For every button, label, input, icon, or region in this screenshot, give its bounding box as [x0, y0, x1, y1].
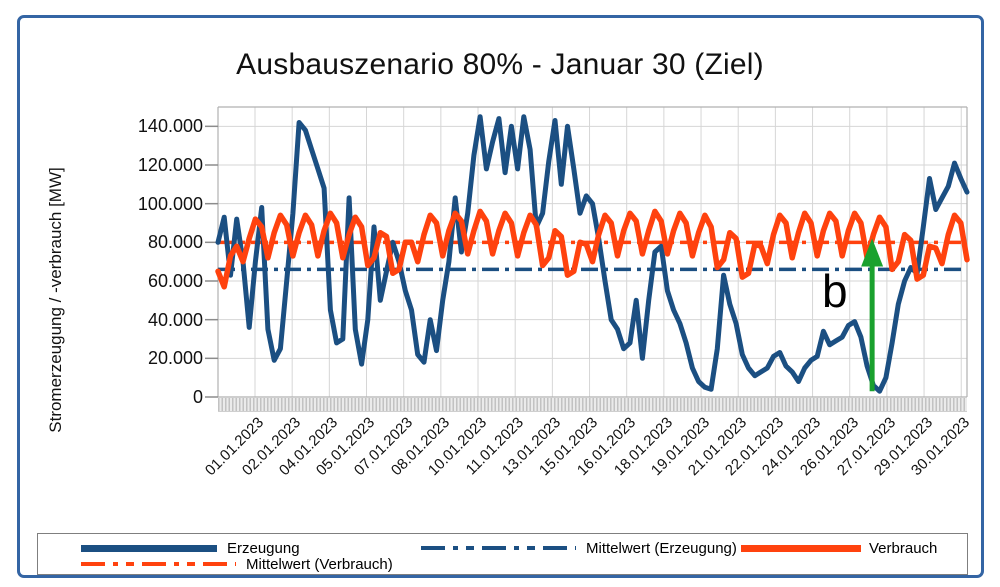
y-tick-label: 120.000: [137, 155, 203, 175]
legend-entry-verbrauch: Verbrauch: [741, 539, 938, 557]
legend-label-mittelwert-verbrauch: Mittelwert (Verbrauch): [246, 555, 393, 573]
legend-box: Erzeugung Mittelwert (Erzeugung) Verbrau…: [37, 533, 968, 575]
legend-entry-mittelwert-erzeugung: Mittelwert (Erzeugung): [421, 539, 737, 557]
chart-title: Ausbauszenario 80% - Januar 30 (Ziel): [236, 48, 764, 81]
annotation-arrow-head: [861, 238, 884, 267]
legend-label-mittelwert-erzeugung: Mittelwert (Erzeugung): [586, 539, 737, 557]
series-line-erzeugung: [215, 114, 970, 394]
legend-swatch-mittelwert-erzeugung: [421, 546, 576, 550]
legend-swatch-mittelwert-verbrauch: [81, 562, 236, 566]
y-tick-label: 0: [192, 387, 203, 407]
legend-label-verbrauch: Verbrauch: [869, 539, 938, 557]
legend-entry-mittelwert-verbrauch: Mittelwert (Verbrauch): [81, 555, 393, 573]
y-tick-label: 100.000: [137, 193, 203, 214]
y-tick-label: 40.000: [147, 309, 203, 330]
y-tick-label: 80.000: [147, 232, 203, 253]
y-tick-label: 60.000: [147, 271, 203, 291]
y-tick-label: 20.000: [147, 348, 203, 369]
annotation-b-label: b: [822, 265, 848, 317]
x-axis-tick-band: [218, 398, 967, 412]
legend-swatch-verbrauch: [741, 544, 861, 552]
legend-swatch-erzeugung: [81, 544, 217, 552]
y-tick-label: 140.000: [137, 116, 203, 137]
outer-frame: [17, 15, 984, 578]
legend-entry-erzeugung: Erzeugung: [81, 539, 300, 557]
legend-label-erzeugung: Erzeugung: [227, 539, 300, 557]
series-line-verbrauch: [215, 208, 970, 290]
